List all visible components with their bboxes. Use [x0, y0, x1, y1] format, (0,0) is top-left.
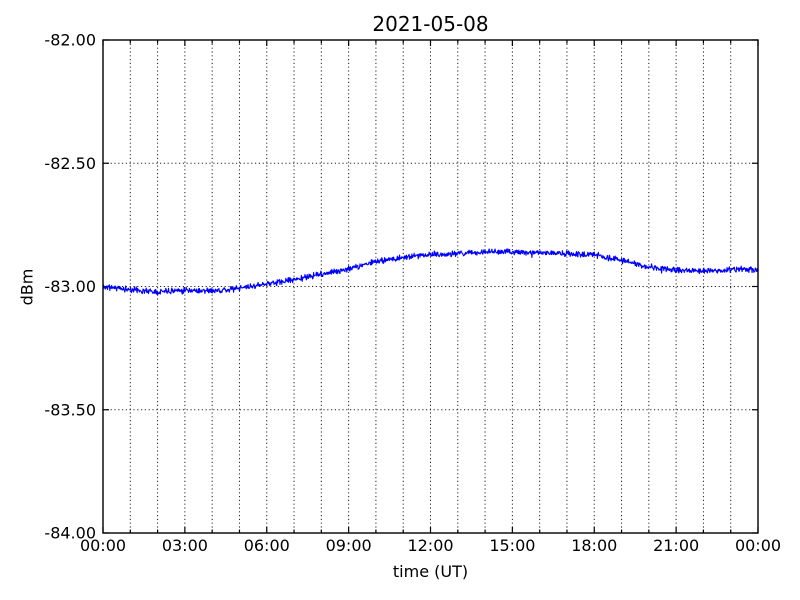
y-tick-label: -84.00: [44, 524, 96, 543]
x-axis-label: time (UT): [392, 562, 469, 581]
x-tick-label: 15:00: [489, 536, 535, 555]
y-tick-label: -83.00: [44, 277, 96, 296]
x-tick-label: 18:00: [571, 536, 617, 555]
x-tick-label: 06:00: [244, 536, 290, 555]
chart-title: 2021-05-08: [372, 12, 489, 36]
x-tick-label: 09:00: [326, 536, 372, 555]
x-tick-label: 03:00: [162, 536, 208, 555]
data-series-line: [102, 248, 759, 295]
x-tick-label: 21:00: [653, 536, 699, 555]
plot-border: [102, 39, 759, 534]
x-tick-label: 00:00: [80, 536, 126, 555]
y-tick-label: -82.50: [44, 154, 96, 173]
x-tick-label: 00:00: [735, 536, 781, 555]
y-axis-label: dBm: [17, 268, 37, 306]
y-tick-label: -82.00: [44, 31, 96, 50]
x-tick-label: 12:00: [407, 536, 453, 555]
y-tick-label: -83.50: [44, 400, 96, 419]
